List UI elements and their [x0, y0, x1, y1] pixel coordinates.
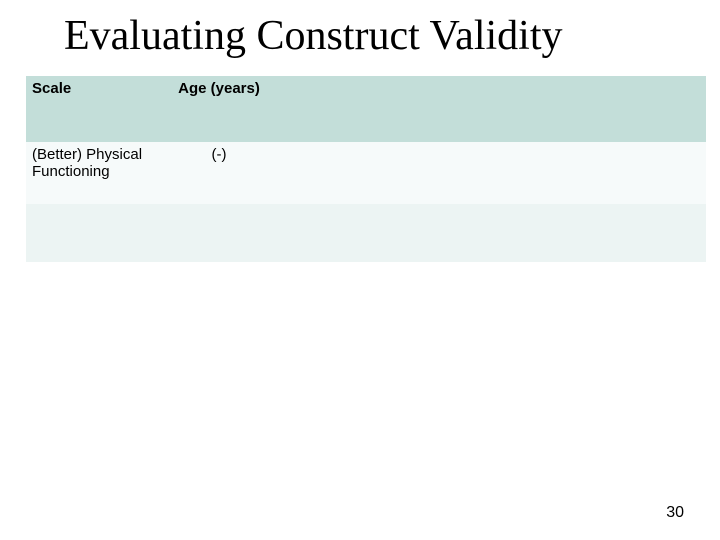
row-label-pf: (Better) Physical Functioning [26, 142, 158, 204]
cell [158, 204, 280, 262]
cell [598, 204, 706, 262]
table-header-row: Scale Age (years) [26, 76, 706, 142]
col-header-scale: Scale [26, 76, 158, 142]
row-label-empty [26, 204, 158, 262]
cell [492, 142, 598, 204]
col-header-3 [386, 76, 492, 142]
cell [280, 204, 386, 262]
table-row: (Better) Physical Functioning (-) [26, 142, 706, 204]
col-header-2 [280, 76, 386, 142]
cell [280, 142, 386, 204]
col-header-age: Age (years) [158, 76, 280, 142]
col-header-5 [598, 76, 706, 142]
cell [386, 204, 492, 262]
slide-title: Evaluating Construct Validity [64, 12, 563, 60]
cell [492, 204, 598, 262]
cell [598, 142, 706, 204]
cell [386, 142, 492, 204]
cell-pf-age: (-) [158, 142, 280, 204]
table-row [26, 204, 706, 262]
col-header-4 [492, 76, 598, 142]
page-number: 30 [666, 504, 684, 522]
validity-table: Scale Age (years) (Better) Physical Func… [26, 76, 706, 262]
